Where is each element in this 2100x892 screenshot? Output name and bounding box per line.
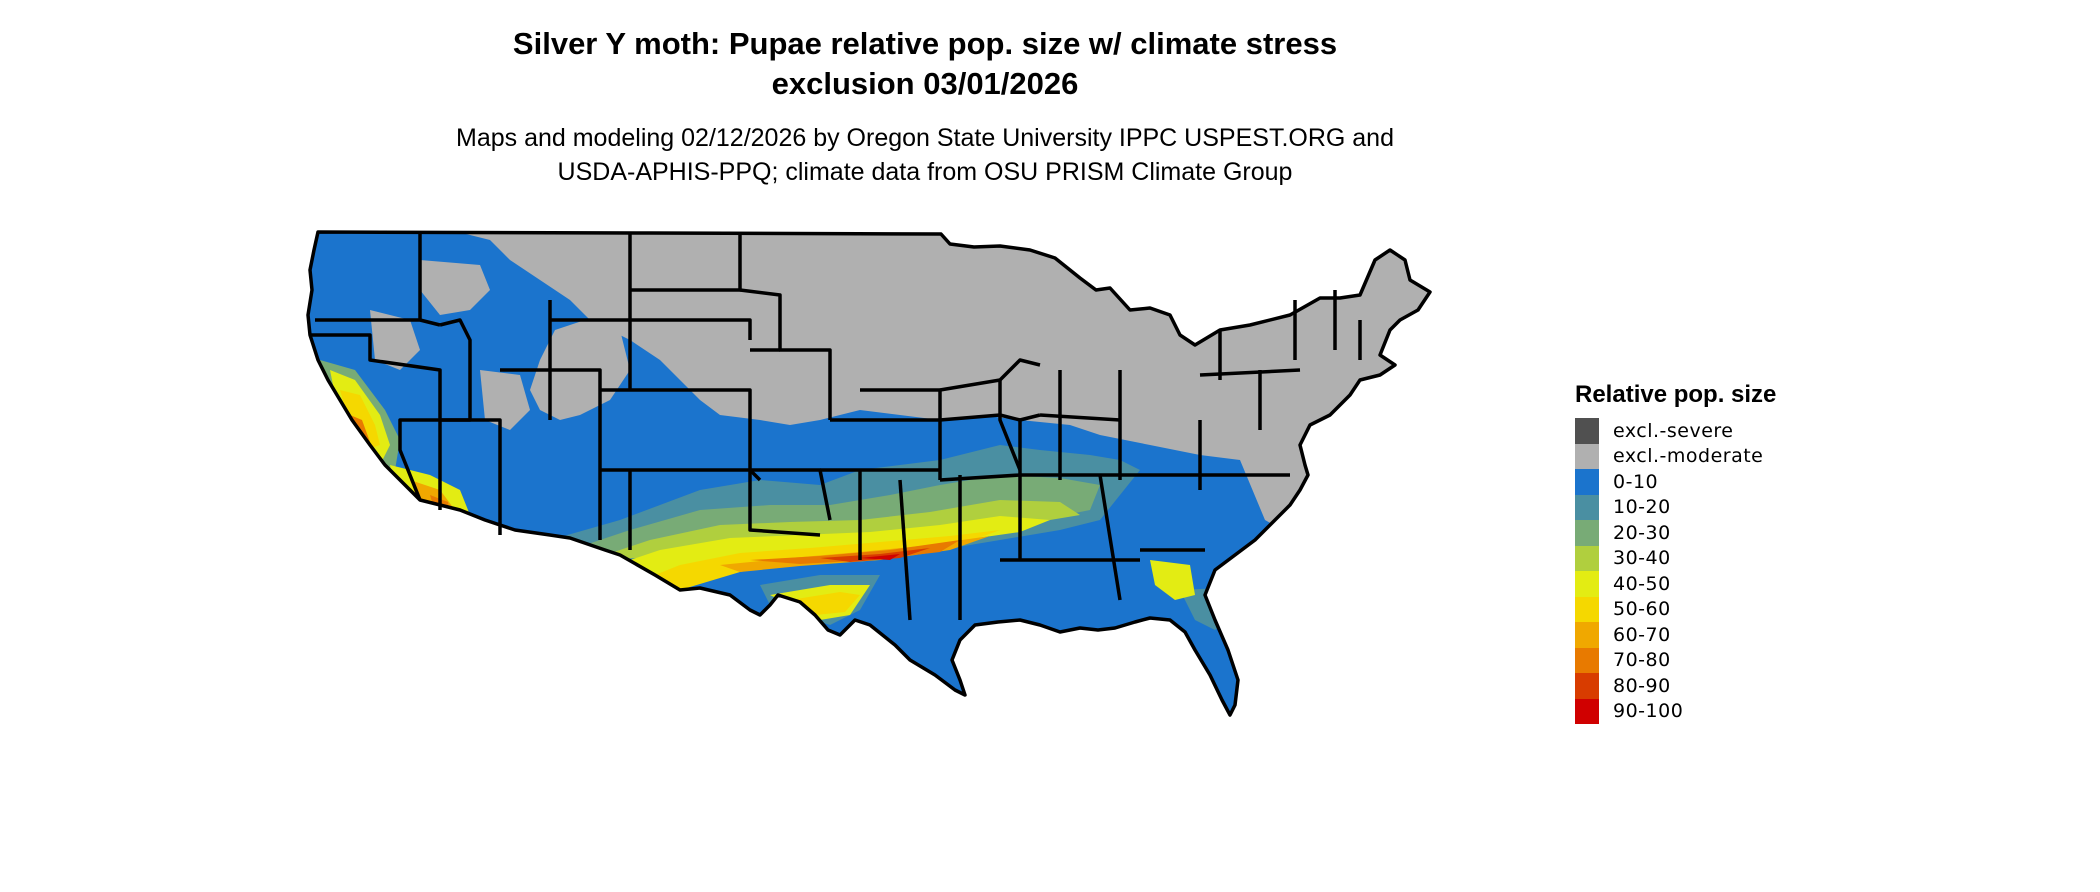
legend-swatch (1575, 443, 1599, 469)
suitability-raster (308, 232, 1430, 715)
legend-swatch (1575, 545, 1599, 571)
map-title-line-1: Silver Y moth: Pupae relative pop. size … (512, 26, 1338, 61)
legend-swatch (1575, 596, 1599, 622)
map-subtitle-line-1: Maps and modeling 02/12/2026 by Oregon S… (456, 124, 1394, 152)
legend-item: 70-80 (1575, 647, 1776, 673)
legend-label: 20-30 (1613, 521, 1671, 544)
legend-item: 20-30 (1575, 520, 1776, 546)
legend-item: 60-70 (1575, 622, 1776, 648)
legend-item: excl.-severe (1575, 418, 1776, 444)
legend-swatch (1575, 520, 1599, 546)
legend-item: 40-50 (1575, 571, 1776, 597)
us-map (306, 230, 1432, 717)
legend-label: 30-40 (1613, 547, 1671, 570)
legend-rows: excl.-severe excl.-moderate 0-10 10-20 20-30… (1575, 418, 1776, 724)
legend-title: Relative pop. size (1575, 381, 1777, 408)
legend-label: excl.-moderate (1613, 445, 1764, 468)
legend-item: 10-20 (1575, 494, 1776, 520)
map-subtitle-line-2: USDA-APHIS-PPQ; climate data from OSU PR… (557, 158, 1293, 186)
legend-swatch (1575, 571, 1599, 597)
legend-label: 60-70 (1613, 623, 1671, 646)
legend-item: 90-100 (1575, 698, 1776, 724)
legend-label: 50-60 (1613, 598, 1671, 621)
map-title-line-2: exclusion 03/01/2026 (771, 66, 1079, 101)
legend-swatch (1575, 418, 1599, 444)
legend-swatch (1575, 622, 1599, 648)
legend-item: 30-40 (1575, 545, 1776, 571)
legend-swatch (1575, 469, 1599, 495)
legend-label: 0-10 (1613, 470, 1659, 493)
state-borders (306, 230, 1432, 717)
legend-swatch (1575, 494, 1599, 520)
legend-swatch (1575, 647, 1599, 673)
legend-label: 80-90 (1613, 674, 1671, 697)
legend-swatch (1575, 673, 1599, 699)
legend-label: 10-20 (1613, 496, 1671, 519)
legend-item: excl.-moderate (1575, 443, 1776, 469)
legend-label: excl.-severe (1613, 419, 1734, 442)
legend-item: 0-10 (1575, 469, 1776, 495)
legend-label: 70-80 (1613, 649, 1671, 672)
legend-label: 40-50 (1613, 572, 1671, 595)
legend: Relative pop. size excl.-severe excl.-mod… (1575, 380, 1776, 724)
legend-item: 80-90 (1575, 673, 1776, 699)
legend-item: 50-60 (1575, 596, 1776, 622)
legend-label: 90-100 (1613, 700, 1684, 723)
legend-swatch (1575, 698, 1599, 724)
